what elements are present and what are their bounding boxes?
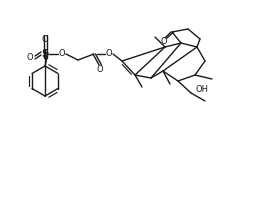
Text: O: O [27, 54, 33, 62]
Text: O: O [106, 50, 112, 59]
Text: O: O [42, 34, 48, 44]
Text: OH: OH [196, 85, 209, 94]
Text: S: S [41, 49, 49, 59]
Text: O: O [97, 64, 103, 73]
Text: O: O [161, 37, 167, 47]
Text: O: O [59, 50, 65, 59]
